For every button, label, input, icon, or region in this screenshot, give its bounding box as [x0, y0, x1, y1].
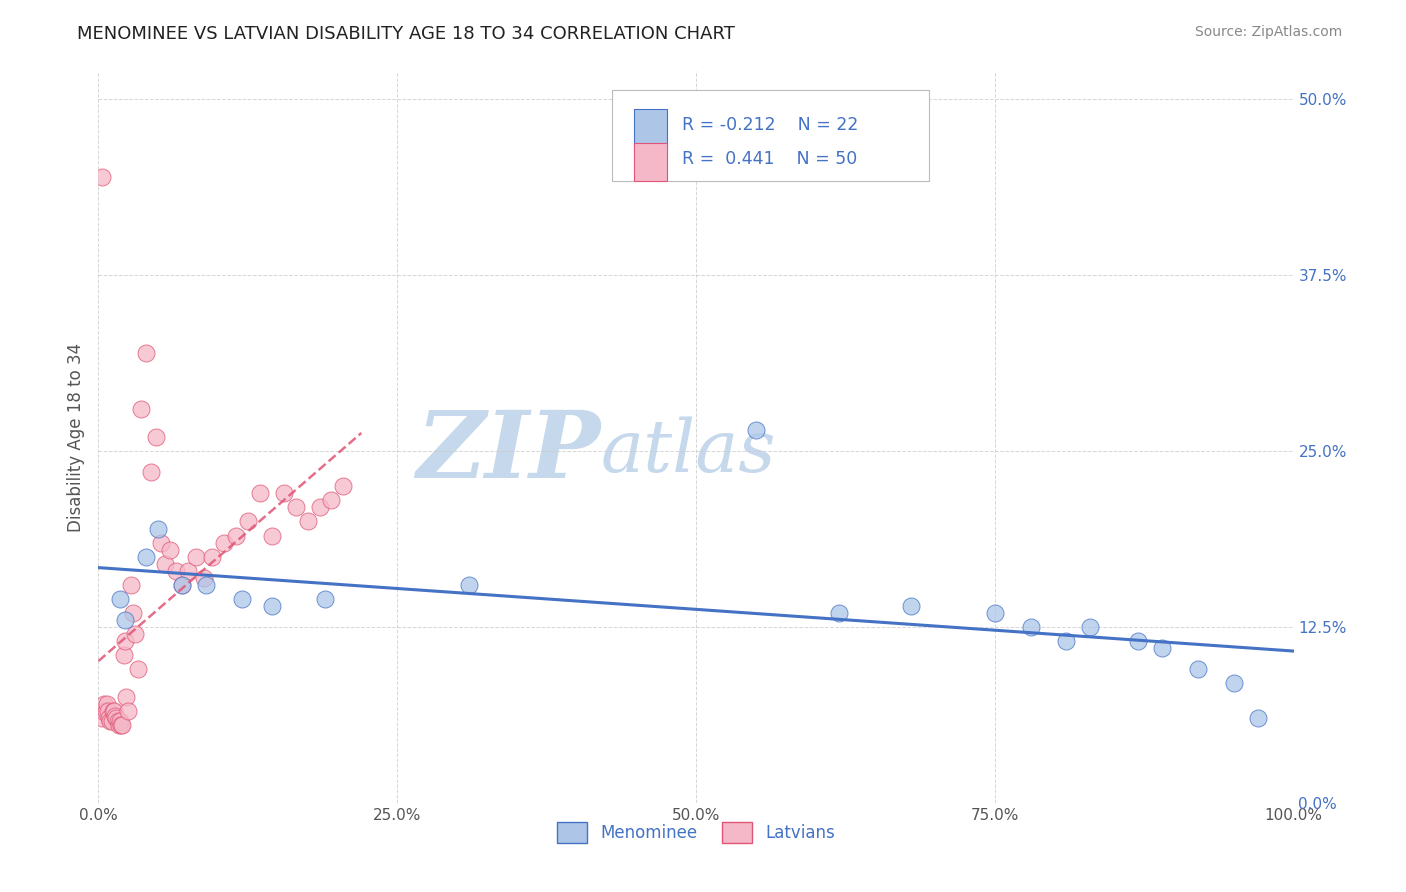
- Point: [135, 549, 157, 564]
- Point: [172, 578, 194, 592]
- Point: [97, 705, 120, 719]
- Text: atlas: atlas: [600, 417, 776, 487]
- Point: [127, 662, 149, 676]
- Point: [273, 486, 295, 500]
- Point: [108, 714, 131, 729]
- Point: [249, 486, 271, 500]
- Point: [104, 708, 127, 723]
- Point: [1056, 634, 1078, 648]
- Text: ZIP: ZIP: [416, 407, 600, 497]
- Point: [115, 690, 138, 705]
- Point: [91, 711, 114, 725]
- Point: [201, 549, 224, 564]
- Point: [98, 714, 122, 729]
- Point: [149, 535, 172, 549]
- Point: [112, 648, 135, 662]
- Point: [135, 345, 157, 359]
- Point: [120, 578, 142, 592]
- Point: [94, 705, 117, 719]
- Point: [101, 705, 124, 719]
- Point: [1223, 676, 1246, 690]
- Point: [93, 698, 115, 712]
- Point: [117, 705, 139, 719]
- Point: [458, 578, 481, 592]
- Point: [107, 714, 129, 729]
- Point: [745, 423, 768, 437]
- Point: [900, 599, 922, 613]
- Text: R =  0.441    N = 50: R = 0.441 N = 50: [682, 150, 856, 168]
- Point: [172, 578, 194, 592]
- Point: [155, 557, 177, 571]
- Point: [308, 500, 330, 515]
- Point: [110, 718, 132, 732]
- Point: [260, 599, 283, 613]
- Bar: [634, 143, 668, 181]
- Point: [1152, 641, 1174, 656]
- Point: [107, 718, 129, 732]
- Point: [828, 606, 851, 620]
- FancyBboxPatch shape: [613, 90, 929, 181]
- Point: [111, 718, 134, 732]
- Text: MENOMINEE VS LATVIAN DISABILITY AGE 18 TO 34 CORRELATION CHART: MENOMINEE VS LATVIAN DISABILITY AGE 18 T…: [77, 25, 735, 43]
- Point: [139, 465, 162, 479]
- Point: [122, 606, 145, 620]
- Point: [145, 430, 167, 444]
- Point: [114, 613, 136, 627]
- Point: [321, 493, 343, 508]
- Point: [225, 528, 247, 542]
- Point: [159, 542, 181, 557]
- Point: [100, 714, 122, 729]
- Point: [91, 169, 114, 184]
- Point: [1247, 711, 1270, 725]
- Point: [1128, 634, 1150, 648]
- Point: [131, 401, 153, 416]
- Point: [91, 705, 114, 719]
- Point: [1080, 620, 1102, 634]
- Point: [186, 549, 208, 564]
- Point: [193, 571, 215, 585]
- Point: [124, 627, 146, 641]
- Point: [105, 711, 128, 725]
- Point: [231, 591, 253, 606]
- Text: R = -0.212    N = 22: R = -0.212 N = 22: [682, 117, 858, 135]
- Point: [96, 698, 118, 712]
- Point: [1019, 620, 1042, 634]
- Y-axis label: Disability Age 18 to 34: Disability Age 18 to 34: [66, 343, 84, 532]
- Point: [260, 528, 283, 542]
- Point: [98, 711, 121, 725]
- Point: [195, 578, 218, 592]
- Point: [236, 515, 259, 529]
- Point: [165, 564, 187, 578]
- Legend: Menominee, Latvians: Menominee, Latvians: [550, 815, 842, 849]
- Point: [177, 564, 200, 578]
- Bar: [634, 110, 668, 147]
- Point: [212, 535, 235, 549]
- Point: [148, 521, 170, 535]
- Point: [315, 591, 337, 606]
- Point: [297, 515, 319, 529]
- Point: [114, 634, 136, 648]
- Point: [108, 591, 131, 606]
- Point: [984, 606, 1007, 620]
- Point: [1187, 662, 1209, 676]
- Point: [284, 500, 307, 515]
- Text: Source: ZipAtlas.com: Source: ZipAtlas.com: [1195, 25, 1343, 39]
- Point: [103, 705, 125, 719]
- Point: [332, 479, 354, 493]
